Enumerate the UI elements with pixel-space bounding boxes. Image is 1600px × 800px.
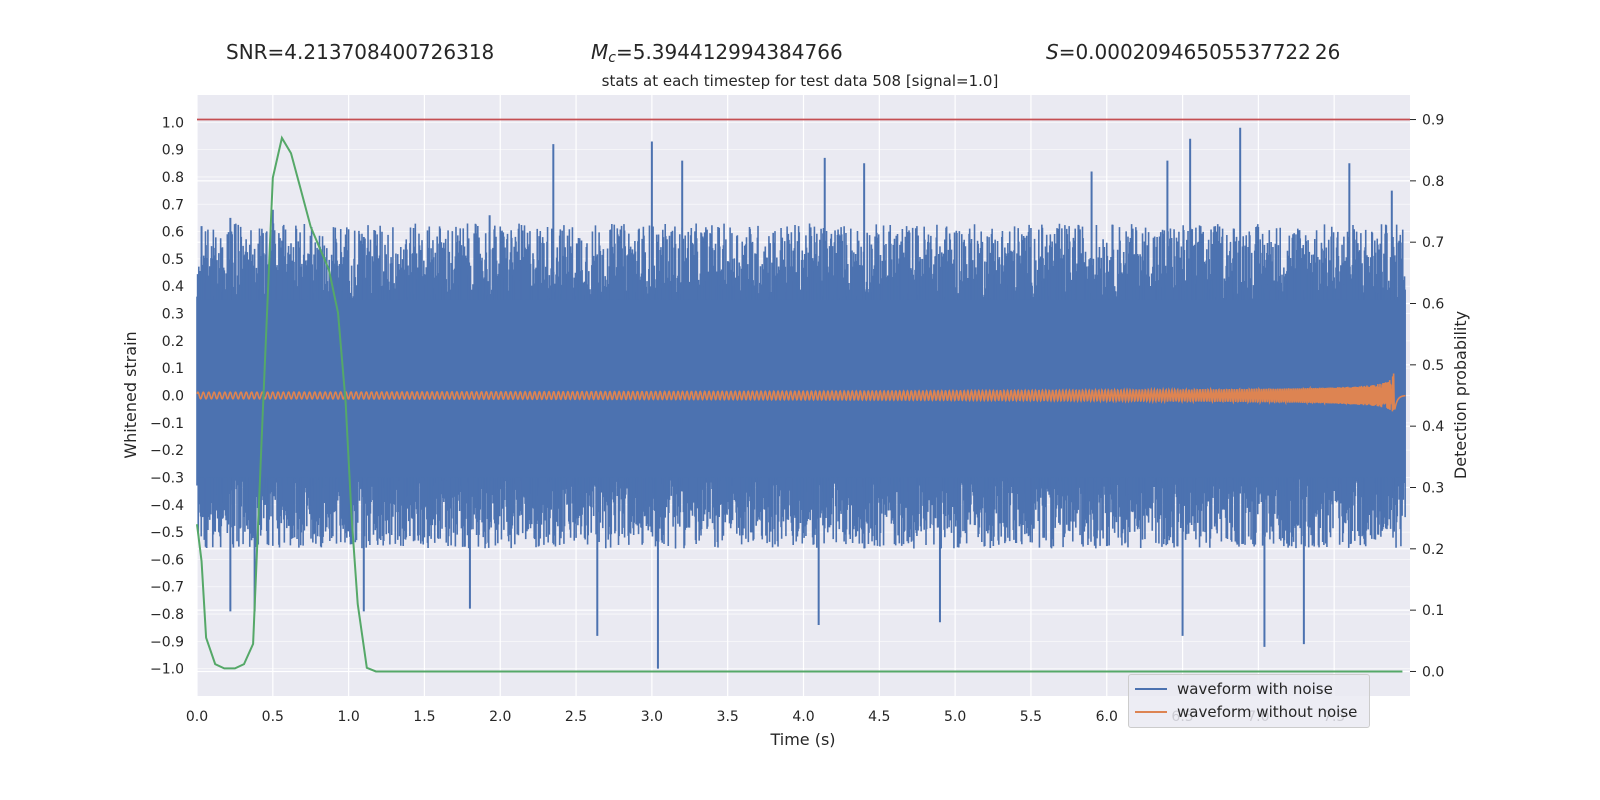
chart-subtitle: stats at each timestep for test data 508… [601,72,999,90]
x-tick-label: 1.0 [337,709,359,725]
y-tick-label: 0.1 [162,361,184,377]
y-tick-label: 0.8 [162,170,184,186]
legend-label-noise: waveform with noise [1177,680,1333,698]
x-axis-label: Time (s) [769,730,835,749]
s-stat-label: S=0.00020946505537722 26 [1046,40,1340,64]
y2-tick-label: 0.6 [1422,297,1444,313]
clean-waveform-line [196,373,1406,412]
y-tick-label: −0.1 [150,416,184,432]
y-tick-label: −0.2 [150,443,184,459]
legend-item-clean: waveform without noise [1135,702,1357,722]
y-tick-label: 0.6 [162,225,184,241]
y-tick-label: −0.5 [150,525,184,541]
y-tick-label: −0.3 [150,470,184,486]
y-tick-label: 1.0 [162,115,184,131]
x-tick-label: 5.5 [1020,709,1042,725]
series-detection-probability [196,118,1410,673]
s-value: =0.00020946505537722 26 [1058,40,1341,64]
y-tick-label: −0.8 [150,607,184,623]
x-tick-label: 2.0 [489,709,511,725]
y2-tick-label: 0.3 [1422,480,1444,496]
legend-label-clean: waveform without noise [1177,703,1358,721]
y2-tick-label: 0.5 [1422,358,1444,374]
legend-item-noise: waveform with noise [1135,679,1333,699]
x-tick-label: 6.0 [1096,709,1118,725]
y-tick-label: −1.0 [150,662,184,678]
chirp-mass-label: Mc=5.394412994384766 [591,40,843,66]
tick-labels: 0.00.51.01.52.02.53.03.54.04.55.05.56.06… [150,113,1444,725]
snr-label: SNR=4.213708400726318 [226,40,495,64]
y-tick-label: 0.0 [162,389,184,405]
y-tick-label: −0.7 [150,580,184,596]
y2-tick-label: 0.2 [1422,542,1444,558]
x-tick-label: 1.5 [413,709,435,725]
x-tick-label: 2.5 [565,709,587,725]
y-tick-label: −0.4 [150,498,184,514]
s-symbol: S [1046,40,1059,64]
x-tick-label: 3.0 [641,709,663,725]
y-tick-label: 0.3 [162,307,184,323]
x-tick-label: 4.5 [868,709,890,725]
y2-tick-label: 0.8 [1422,174,1444,190]
y2-tick-label: 0.0 [1422,664,1444,680]
y-tick-label: 0.9 [162,143,184,159]
mc-value: =5.394412994384766 [615,40,843,64]
y2-tick-label: 0.7 [1422,235,1444,251]
y-axis-label: Whitened strain [121,331,140,458]
y2-tick-label: 0.1 [1422,603,1444,619]
mc-symbol: M [591,40,609,64]
y-tick-label: 0.5 [162,252,184,268]
x-tick-label: 0.5 [262,709,284,725]
y-tick-label: 0.2 [162,334,184,350]
y-tick-label: 0.7 [162,197,184,213]
noise-core [197,299,1406,478]
x-tick-label: 5.0 [944,709,966,725]
y-tick-label: −0.6 [150,552,184,568]
legend: waveform with noise waveform without noi… [1128,674,1370,728]
series-waveform-without-noise [196,373,1406,412]
y-tick-label: −0.9 [150,634,184,650]
detection-probability-line [196,135,1403,673]
y2-axis-label: Detection probability [1451,311,1470,479]
x-tick-label: 3.5 [717,709,739,725]
y-tick-label: 0.4 [162,279,184,295]
legend-swatch-clean [1135,711,1167,713]
y2-tick-label: 0.4 [1422,419,1444,435]
y2-tick-label: 0.9 [1422,113,1444,129]
legend-swatch-noise [1135,688,1167,690]
mc-subscript: c [608,50,616,66]
x-tick-label: 0.0 [186,709,208,725]
x-tick-label: 4.0 [792,709,814,725]
